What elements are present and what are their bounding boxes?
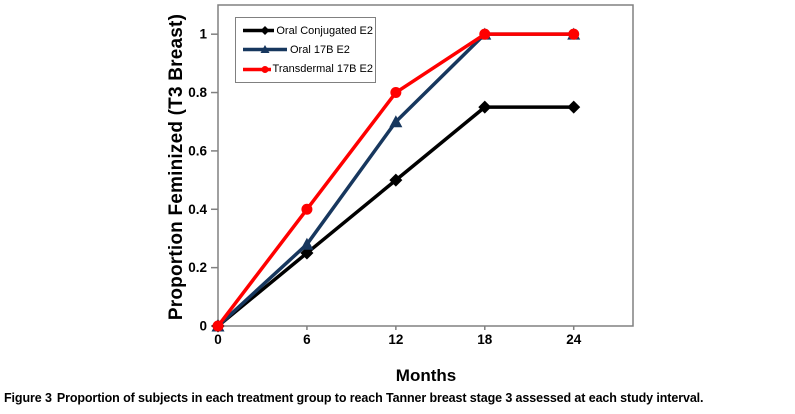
x-tick-label: 18 [477, 332, 493, 347]
y-tick-label: 0 [199, 319, 207, 334]
chart-plot-area: 0 0.2 0.4 0.6 0.8 1 0 6 12 18 24 [188, 4, 634, 347]
legend-marker [261, 65, 269, 73]
x-tick-label: 6 [303, 332, 311, 347]
legend-label: Oral Conjugated E2 [276, 24, 373, 37]
data-point-marker [567, 100, 581, 114]
legend-item-oral-conjugated-e2: Oral Conjugated E2 [242, 24, 373, 37]
data-point-marker [300, 237, 314, 250]
data-point-marker [568, 28, 580, 40]
data-point-marker [300, 246, 314, 260]
data-point-marker [389, 173, 403, 187]
legend-marker [260, 45, 270, 54]
legend-swatch-triangle-icon [243, 45, 287, 54]
legend-marker [260, 26, 270, 36]
y-tick-label: 1 [199, 27, 207, 42]
figure-number: Figure 3 [4, 391, 52, 405]
plot-frame [217, 4, 634, 327]
series-line-diamond [216, 105, 576, 328]
figure-caption-text: Proportion of subjects in each treatment… [56, 391, 704, 405]
data-point-marker [301, 203, 313, 215]
x-axis-title: Months [395, 366, 457, 385]
y-tick-label: 0.6 [188, 143, 207, 158]
chart-legend: Oral Conjugated E2 Oral 17B E2 Transderm… [235, 17, 376, 83]
legend-swatch-diamond-icon [243, 26, 275, 36]
legend-label: Oral 17B E2 [290, 43, 350, 56]
x-tick-label: 0 [214, 332, 222, 347]
y-tick-label: 0.4 [188, 202, 207, 217]
data-point-marker [478, 100, 492, 114]
data-point-marker [212, 320, 224, 332]
data-point-marker [390, 87, 402, 99]
figure-caption: Figure 3 Proportion of subjects in each t… [4, 391, 704, 405]
y-tick-label: 0.2 [188, 260, 207, 275]
data-point-marker [479, 28, 491, 40]
legend-item-oral-17b-e2: Oral 17B E2 [242, 43, 373, 56]
legend-item-transdermal-17b-e2: Transdermal 17B E2 [242, 63, 373, 76]
y-tick-label: 0.8 [188, 85, 207, 100]
data-point-marker [389, 115, 403, 128]
x-tick-label: 24 [566, 332, 582, 347]
x-tick-label: 12 [388, 332, 403, 347]
legend-swatch-circle-icon [243, 65, 271, 73]
y-axis-title: Proportion Feminized (T3 Breast) [166, 13, 187, 321]
legend-label: Transdermal 17B E2 [272, 63, 373, 76]
